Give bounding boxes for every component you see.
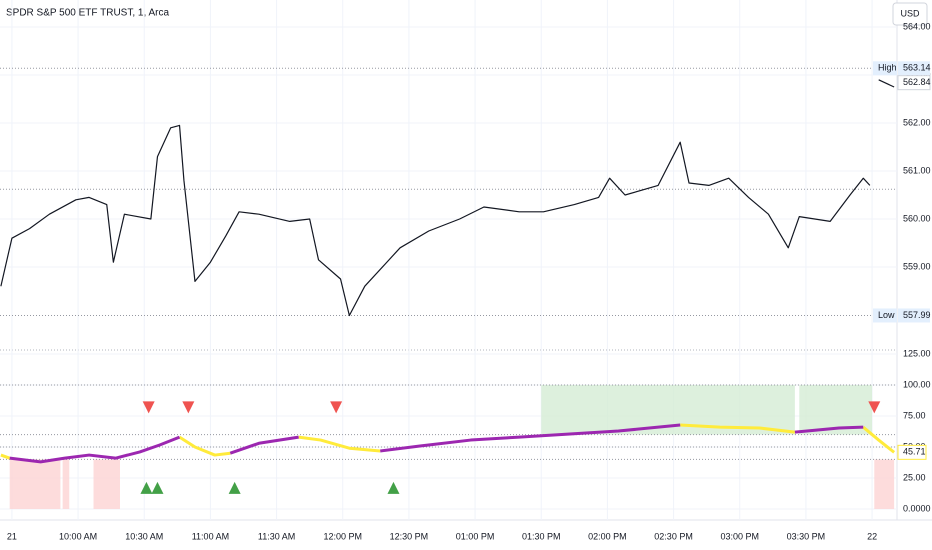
level-value-box — [898, 61, 930, 76]
zone — [9, 459, 61, 510]
y-tick-label: 561.00 — [903, 165, 931, 175]
y-tick-label: 75.00 — [903, 410, 926, 420]
zone — [62, 459, 70, 510]
x-tick-label: 01:00 PM — [456, 531, 495, 541]
level-value: 563.14 — [903, 63, 931, 73]
signal-marker — [868, 401, 881, 414]
currency-box[interactable] — [892, 2, 928, 26]
level-name: High — [878, 63, 897, 73]
last-price-box — [897, 75, 931, 91]
series-line — [680, 423, 796, 434]
x-tick-label: 11:00 AM — [192, 531, 229, 541]
y-tick-label: 25.00 — [903, 472, 926, 482]
series-line — [0, 124, 871, 317]
signal-marker — [330, 401, 343, 414]
y-tick-label: 564.00 — [903, 21, 931, 31]
signal-marker — [151, 481, 164, 494]
level-name: Low — [878, 310, 895, 320]
x-tick-label: 03:30 PM — [787, 531, 826, 541]
series-line — [178, 435, 231, 457]
y-tick-label: 0.0000 — [903, 503, 931, 513]
series-line — [0, 453, 11, 460]
x-tick-label: 10:30 AM — [125, 531, 163, 541]
signal-marker — [182, 401, 195, 414]
series-line — [794, 425, 864, 434]
x-tick-label: 22 — [867, 531, 877, 541]
series-line — [380, 423, 681, 453]
currency[interactable]: USD — [900, 8, 920, 18]
y-tick-label: 562.00 — [903, 117, 931, 127]
signal-marker — [387, 481, 400, 494]
x-tick-label: 02:00 PM — [588, 531, 627, 541]
level-value: 557.99 — [903, 310, 931, 320]
series-line — [9, 435, 181, 464]
level-name-box — [873, 308, 897, 323]
y-tick-label: 100.00 — [903, 379, 931, 389]
y-tick-label: 125.00 — [903, 348, 931, 358]
signal-marker — [142, 401, 155, 414]
x-tick-label: 12:00 PM — [323, 531, 362, 541]
series-line — [229, 435, 299, 455]
series-line — [298, 435, 381, 453]
last-value-box — [897, 444, 927, 460]
chart-title: SPDR S&P 500 ETF TRUST, 1, Arca — [6, 8, 169, 19]
level-name-box — [873, 61, 897, 76]
signal-marker — [140, 481, 153, 494]
x-tick-label: 03:00 PM — [720, 531, 759, 541]
last-price: 562.84 — [903, 77, 931, 87]
x-tick-label: 02:30 PM — [654, 531, 693, 541]
x-tick-label: 11:30 AM — [258, 531, 295, 541]
zone — [874, 459, 895, 510]
x-tick-label: 01:30 PM — [522, 531, 561, 541]
x-tick-label: 12:30 PM — [390, 531, 429, 541]
series-line — [878, 79, 895, 88]
x-tick-label: 10:00 AM — [59, 531, 97, 541]
x-tick-label: 21 — [7, 531, 17, 541]
y-tick-label: 559.00 — [903, 261, 931, 271]
series-line — [862, 426, 896, 454]
y-tick-label: 560.00 — [903, 213, 931, 223]
signal-marker — [228, 481, 241, 494]
zone — [93, 459, 120, 510]
level-value-box — [898, 308, 930, 323]
last-value: 45.71 — [903, 447, 926, 457]
